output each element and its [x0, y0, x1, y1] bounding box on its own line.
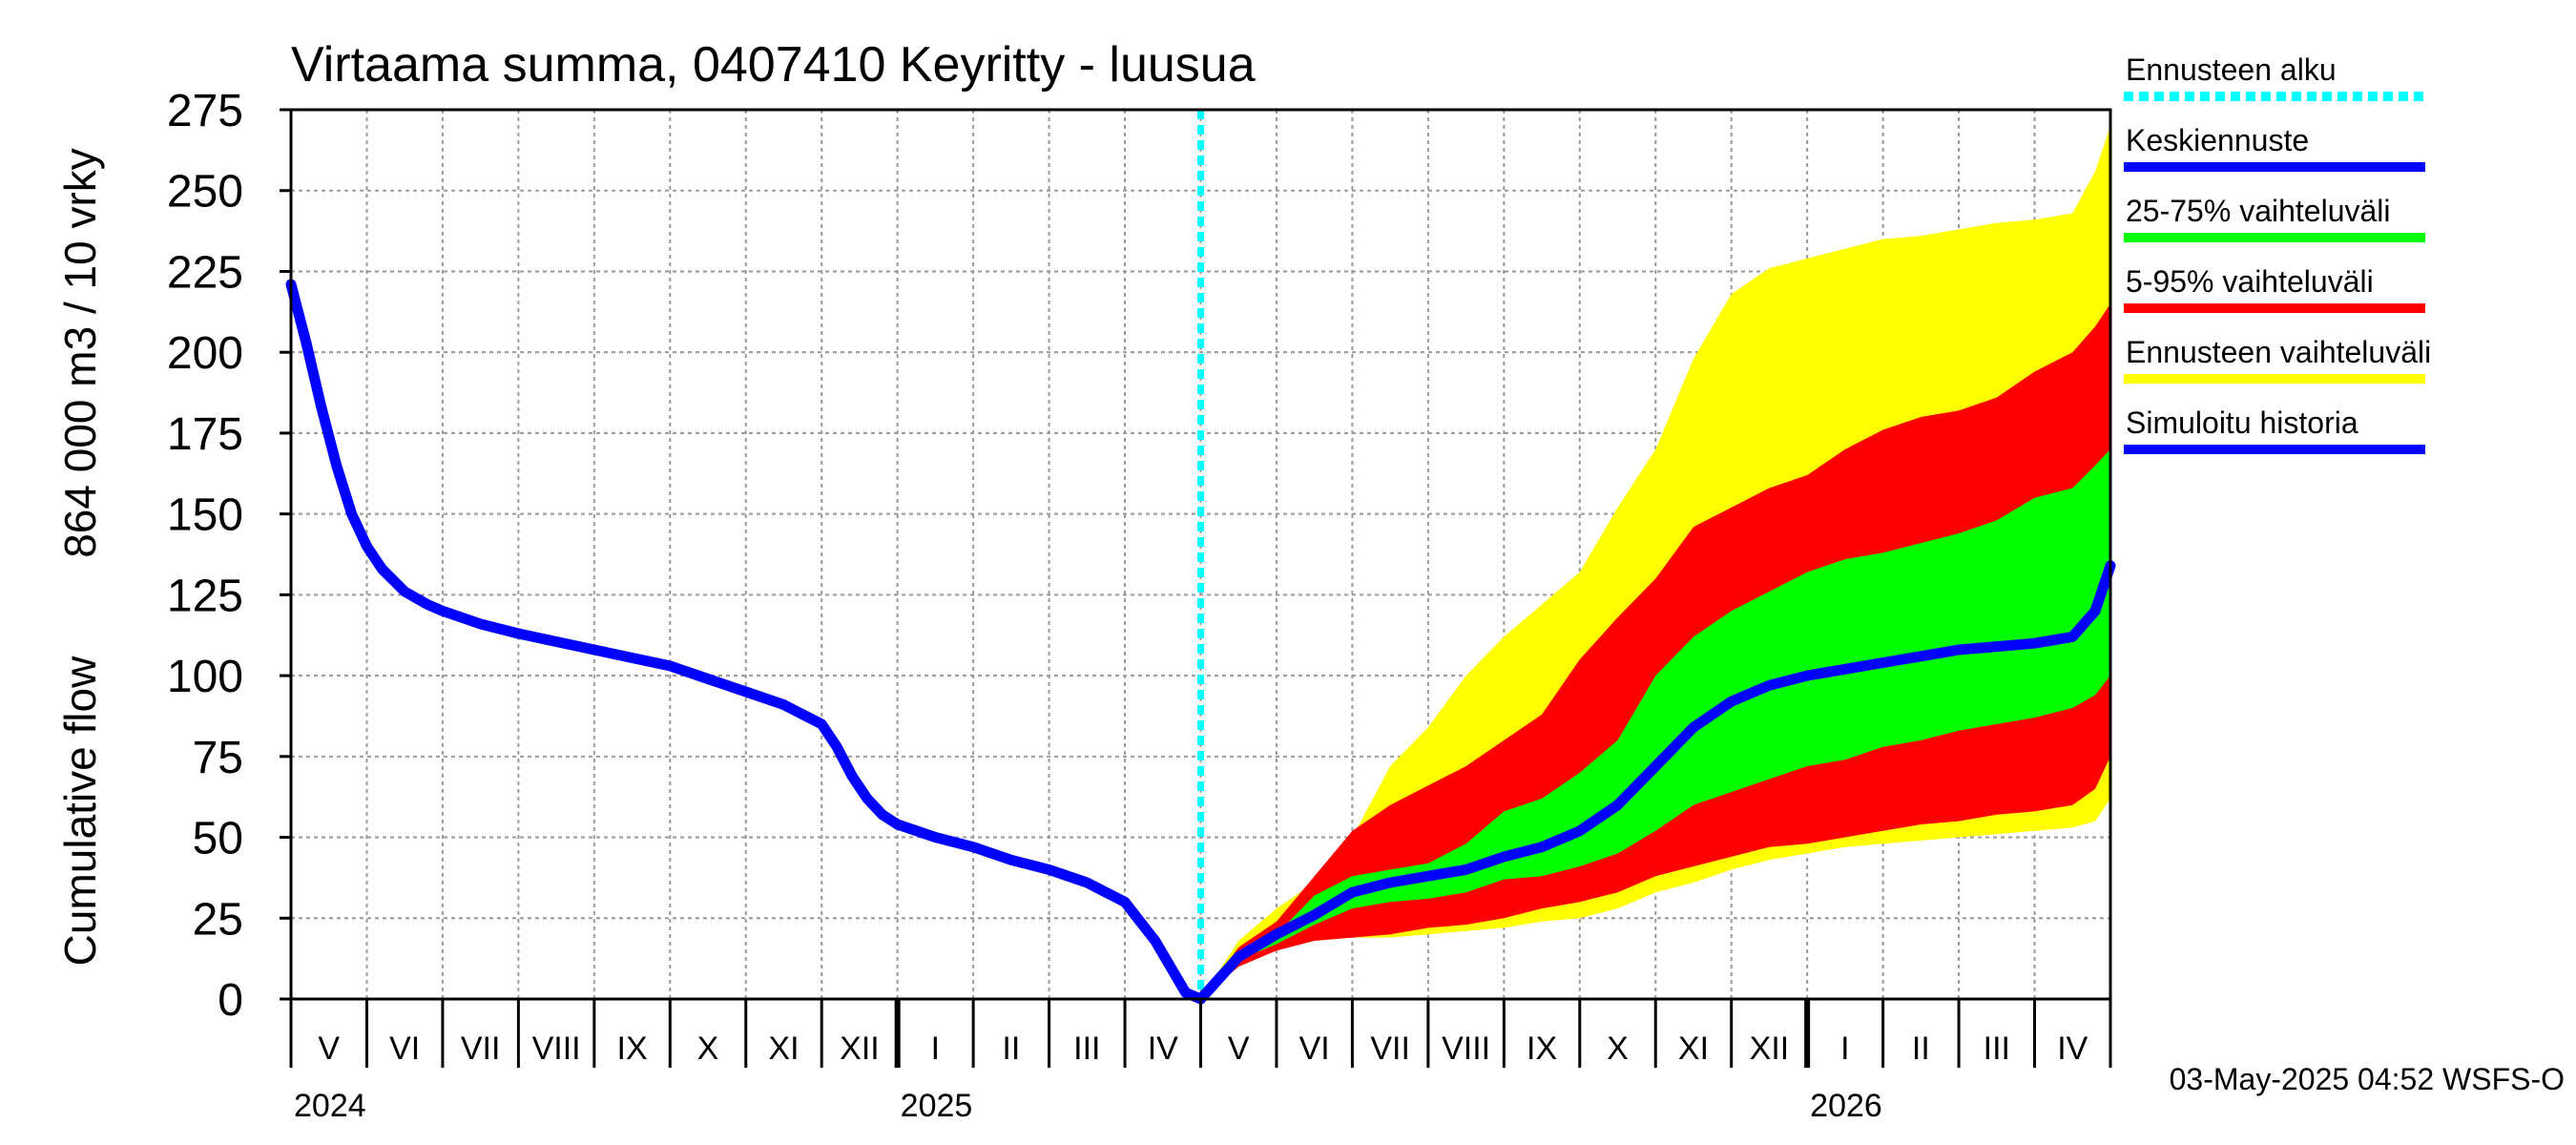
month-label: II: [1912, 1030, 1930, 1067]
y-tick-label: 150: [167, 490, 243, 541]
month-label: VIII: [1442, 1030, 1490, 1067]
month-label: IX: [1527, 1030, 1557, 1067]
legend-label: Simuloitu historia: [2126, 406, 2358, 440]
month-label: IV: [1148, 1030, 1178, 1067]
chart-title: Virtaama summa, 0407410 Keyritty - luusu…: [291, 37, 1256, 93]
month-label: VII: [1370, 1030, 1410, 1067]
month-label: XI: [1678, 1030, 1709, 1067]
median-forecast-line: [1195, 560, 2116, 1005]
month-label: IV: [2057, 1030, 2088, 1067]
y-tick-label: 250: [167, 167, 243, 218]
y-axis: 0 25 50 75 100 125 150 175 200 225 250 275: [167, 86, 291, 1026]
y-tick-label: 275: [167, 86, 243, 136]
year-label: 2026: [1810, 1088, 1882, 1124]
band-5-95: [1200, 303, 2110, 999]
month-label: XII: [840, 1030, 880, 1067]
month-label: I: [931, 1030, 940, 1067]
month-label: V: [1228, 1030, 1250, 1067]
y-axis-label-top: 864 000 m3 / 10 vrky: [55, 148, 105, 558]
month-label: VII: [461, 1030, 501, 1067]
month-label: IX: [617, 1030, 648, 1067]
y-tick-label: 200: [167, 328, 243, 379]
y-tick-label: 225: [167, 247, 243, 298]
month-label: VIII: [532, 1030, 581, 1067]
y-tick-label: 0: [218, 975, 243, 1026]
month-label: X: [1607, 1030, 1629, 1067]
y-tick-label: 50: [193, 814, 243, 864]
month-label: I: [1840, 1030, 1849, 1067]
y-tick-label: 175: [167, 409, 243, 460]
month-label: VI: [1299, 1030, 1330, 1067]
y-tick-label: 25: [193, 894, 243, 945]
month-label: III: [1984, 1030, 2010, 1067]
forecast-bands: [1200, 125, 2110, 999]
y-axis-label-bottom: Cumulative flow: [55, 656, 105, 966]
year-label: 2025: [901, 1088, 973, 1124]
legend-label: 25-75% vaihteluväli: [2126, 194, 2391, 228]
legend-label: Ennusteen vaihteluväli: [2126, 335, 2431, 369]
band-25-75: [1200, 448, 2110, 999]
legend-label: 5-95% vaihteluväli: [2126, 264, 2374, 299]
legend-label: Ennusteen alku: [2126, 52, 2337, 87]
y-tick-label: 100: [167, 652, 243, 702]
month-label: III: [1073, 1030, 1100, 1067]
timestamp: 03-May-2025 04:52 WSFS-O: [2170, 1062, 2565, 1096]
month-label: V: [318, 1030, 340, 1067]
legend: Ennusteen alku Keskiennuste 25-75% vaihtel…: [2124, 52, 2431, 454]
month-label: XII: [1750, 1030, 1790, 1067]
legend-label: Keskiennuste: [2126, 123, 2309, 157]
year-label: 2024: [294, 1088, 366, 1124]
y-tick-label: 75: [193, 733, 243, 783]
month-label: II: [1002, 1030, 1020, 1067]
month-label: VI: [389, 1030, 420, 1067]
month-label: X: [697, 1030, 719, 1067]
simulated-history-line: [285, 279, 1206, 1005]
y-tick-label: 125: [167, 571, 243, 621]
month-label: XI: [768, 1030, 799, 1067]
x-axis: V VI VII VIII IX X XI XII I II III IV V VI VII VIII IX X X…: [289, 999, 2112, 1124]
